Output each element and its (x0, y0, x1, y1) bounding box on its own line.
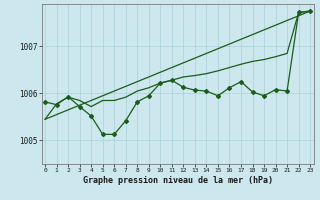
X-axis label: Graphe pression niveau de la mer (hPa): Graphe pression niveau de la mer (hPa) (83, 176, 273, 185)
